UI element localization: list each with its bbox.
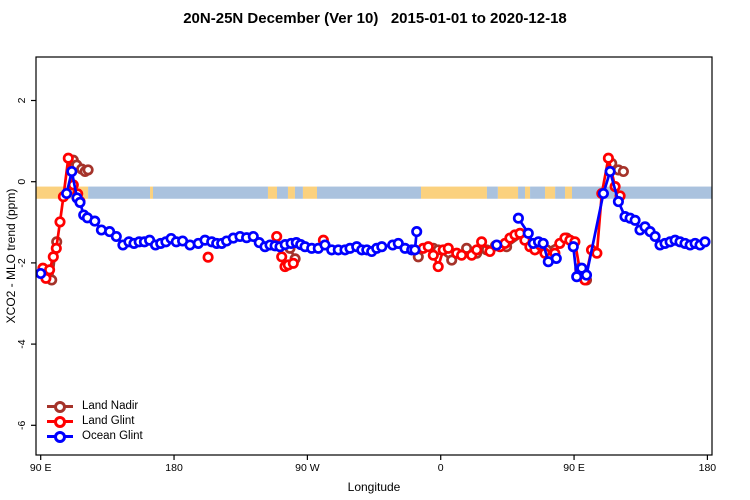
data-point (456, 249, 468, 261)
data-point (602, 152, 614, 164)
data-point (62, 152, 74, 164)
data-point (537, 237, 549, 249)
data-point (110, 230, 122, 243)
legend-label-land-nadir: Land Nadir (82, 400, 139, 412)
data-point (89, 215, 101, 227)
data-point (512, 212, 524, 224)
data-point (476, 236, 488, 248)
band-segment-land (302, 186, 318, 199)
data-point (82, 164, 94, 176)
band-segment-land (287, 186, 295, 199)
x-axis-label: Longitude (347, 480, 401, 494)
data-point (484, 245, 496, 258)
band-segment-ocean (277, 186, 288, 199)
x-tick-label: 180 (165, 462, 183, 474)
band-segment-ocean (153, 186, 268, 199)
data-point (66, 165, 78, 178)
legend: Land Nadir Land Glint Ocean Glint (47, 399, 143, 443)
data-point (567, 241, 579, 253)
data-point (649, 230, 661, 243)
data-point (411, 226, 423, 238)
data-point (427, 249, 439, 261)
data-point (446, 254, 458, 266)
band-segment-land (565, 186, 572, 199)
y-tick-label: -4 (16, 339, 28, 348)
y-axis-label: XCO2 - MLO trend (ppm) (4, 188, 18, 324)
land-nadir-marker-icon (47, 400, 73, 413)
legend-row-land-nadir: Land Nadir (47, 399, 143, 413)
series-land-nadir (37, 154, 629, 286)
ocean-glint-marker-icon (47, 430, 73, 443)
band-segment-land (267, 186, 278, 199)
x-tick-label: 0 (438, 462, 444, 474)
data-point (74, 196, 86, 208)
data-point (36, 267, 47, 280)
band-segment-ocean (88, 186, 151, 199)
data-point (50, 242, 62, 254)
x-tick-label: 90 W (295, 462, 320, 474)
data-point (422, 241, 434, 253)
data-point (491, 239, 503, 251)
series-land-glint (37, 152, 626, 286)
data-point (591, 247, 603, 259)
data-point (47, 251, 59, 263)
band-segment-ocean (294, 186, 303, 199)
y-tick-label: -6 (16, 420, 28, 429)
data-point (442, 242, 454, 254)
data-point (580, 269, 593, 281)
data-point (61, 187, 73, 200)
data-point (54, 216, 66, 228)
data-point (699, 236, 711, 248)
band-segment-ocean (317, 186, 422, 199)
data-point (271, 230, 283, 243)
legend-row-land-glint: Land Glint (47, 414, 143, 428)
data-point (597, 187, 609, 200)
data-point (287, 257, 299, 269)
band-segment-ocean (555, 186, 566, 199)
band-segment-land (497, 186, 519, 199)
x-tick-label: 90 E (563, 462, 585, 474)
land-glint-marker-icon (47, 415, 73, 428)
plot-box (35, 56, 713, 456)
data-point (604, 165, 616, 178)
data-point (522, 227, 534, 239)
data-point (550, 252, 562, 264)
chart-title: 20N-25N December (Ver 10) 2015-01-01 to … (183, 10, 567, 27)
data-point (376, 241, 388, 253)
data-point (471, 244, 483, 256)
legend-label-land-glint: Land Glint (82, 415, 135, 427)
data-point (629, 214, 641, 226)
x-tick-label: 90 E (30, 462, 52, 474)
band-segment-ocean (571, 186, 712, 199)
data-point (461, 242, 473, 254)
band-segment-land (150, 186, 154, 199)
data-point (409, 244, 421, 256)
series-ocean-glint (36, 165, 711, 283)
data-point (617, 165, 629, 178)
legend-row-ocean-glint: Ocean Glint (47, 429, 143, 443)
data-point (276, 251, 288, 263)
data-point (612, 196, 624, 208)
y-tick-label: 2 (16, 97, 28, 103)
legend-label-ocean-glint: Ocean Glint (82, 430, 143, 442)
data-point (432, 261, 444, 273)
band-segment-land (421, 186, 487, 199)
y-tick-label: 0 (16, 179, 28, 185)
x-tick-label: 180 (699, 462, 717, 474)
band-segment-land (545, 186, 556, 199)
data-point (202, 251, 214, 263)
y-tick-label: -2 (16, 258, 28, 267)
data-point (44, 264, 56, 276)
band-segment-ocean (518, 186, 526, 199)
band-segment-ocean (486, 186, 498, 199)
band-segment-land (525, 186, 531, 199)
band-segment-ocean (530, 186, 546, 199)
data-point (571, 271, 583, 283)
